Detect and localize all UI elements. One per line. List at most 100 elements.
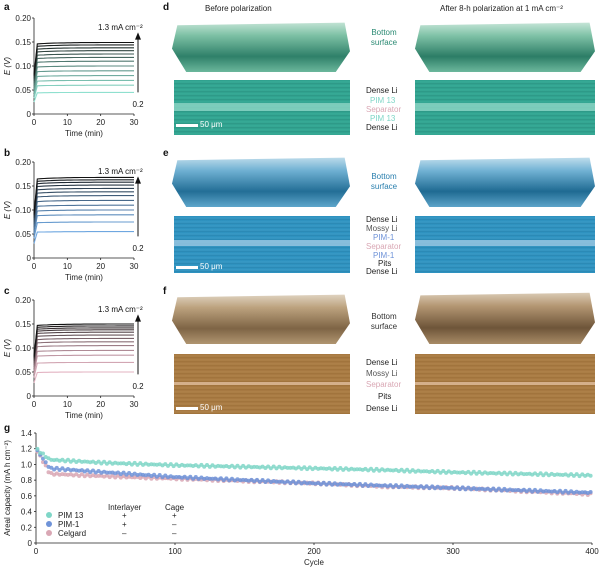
panel-f-before-3d-image <box>172 294 350 344</box>
data-point-pim-13 <box>132 460 137 465</box>
voltage-curve <box>33 209 134 232</box>
legend-pim13-interlayer: + <box>122 511 127 520</box>
data-point-pim-1 <box>410 484 415 489</box>
data-point-pim-13 <box>355 467 360 472</box>
y-tick-label: 1.2 <box>21 445 33 454</box>
data-point-pim-13 <box>205 463 209 467</box>
data-point-pim-13 <box>435 468 440 473</box>
voltage-curve <box>33 176 134 214</box>
panel-c-label: c <box>4 286 10 297</box>
voltage-curve <box>33 84 134 99</box>
panel-e-after-cross-section <box>415 216 595 273</box>
data-point-pim-13 <box>271 464 276 469</box>
current-bottom-label: 0.2 <box>132 382 144 391</box>
data-point-pim-1 <box>357 481 362 486</box>
panel-d-bottom-surface-label: Bottom surface <box>370 28 398 47</box>
y-tick-label: 0 <box>28 539 33 548</box>
legend-item-pim13: PIM 13 <box>46 511 83 520</box>
data-point-pim-13 <box>488 471 493 475</box>
x-tick-label: 200 <box>307 547 321 556</box>
panel-d-annotation-1: Dense Li <box>366 86 398 95</box>
panel-f-annotation-5: Dense Li <box>366 404 398 413</box>
data-point-pim-1 <box>91 468 95 473</box>
y-tick-label: 0.15 <box>15 182 31 191</box>
voltage-curve <box>33 345 134 369</box>
voltage-curve <box>33 325 134 358</box>
panel-e-before-3d-image <box>172 157 350 207</box>
data-point-pim-1 <box>563 488 568 493</box>
data-point-pim-1 <box>274 479 279 484</box>
panel-f-annotation-3: Separator <box>366 380 402 389</box>
panel-f-after-cross-section <box>415 354 595 414</box>
panel-f-annotation-1: Dense Li <box>366 358 398 367</box>
panel-d-annotation-3: Separator <box>366 105 402 114</box>
panel-a-label: a <box>4 2 10 13</box>
y-axis-label: Areal capacity (mA h cm⁻²) <box>3 440 12 536</box>
data-point-pim-1 <box>224 476 229 481</box>
panel-d-after-cross-section <box>415 80 595 135</box>
y-axis-label: E (V) <box>3 57 12 76</box>
legend-celgard-interlayer: – <box>122 529 127 538</box>
y-tick-label: 0.8 <box>21 476 33 485</box>
x-tick-label: 30 <box>130 262 139 271</box>
voltage-curve <box>33 341 134 367</box>
panel-e-label: e <box>163 148 169 159</box>
data-point-pim-1 <box>43 460 48 465</box>
x-tick-label: 10 <box>63 118 72 127</box>
current-top-label: 1.3 mA cm⁻² <box>98 23 143 32</box>
panel-d-scale-bar: 50 μm <box>200 120 223 129</box>
panel-d-annotation-4: PIM 13 <box>370 114 396 123</box>
current-bottom-label: 0.2 <box>132 244 144 253</box>
data-point-pim-13 <box>421 469 426 474</box>
panel-b-label: b <box>4 148 11 159</box>
data-point-pim-13 <box>574 472 579 477</box>
voltage-curve <box>33 179 134 216</box>
y-tick-label: 0 <box>27 254 32 263</box>
y-tick-label: 0.05 <box>15 86 31 95</box>
legend-name-pim1: PIM-1 <box>58 520 80 529</box>
panel-d-label: d <box>163 2 170 13</box>
data-point-pim-13 <box>302 465 307 470</box>
data-point-pim-13 <box>102 459 107 464</box>
panel-e-annotation-1: Dense Li <box>366 215 398 224</box>
legend-item-celgard: Celgard <box>46 529 86 538</box>
column-title-before: Before polarization <box>205 4 272 13</box>
data-point-pim-13 <box>199 462 204 467</box>
x-tick-label: 0 <box>34 547 39 556</box>
current-arrow-head <box>135 314 141 322</box>
current-arrow-head <box>135 32 141 40</box>
panel-e-annotation-4: Separator <box>366 242 402 251</box>
data-point-pim-1 <box>60 466 65 471</box>
voltage-curve <box>33 354 134 374</box>
panel-e-annotation-2: Mossy Li <box>366 224 398 233</box>
data-point-pim-13 <box>252 464 257 469</box>
x-axis-label: Time (min) <box>65 129 103 138</box>
data-point-pim-1 <box>157 473 162 477</box>
voltage-curve <box>33 65 134 88</box>
voltage-curve <box>33 337 134 365</box>
panel-e-annotation-6: Pits <box>378 259 392 268</box>
panel-e-bottom-surface-label: Bottom surface <box>370 172 398 191</box>
x-tick-label: 0 <box>32 400 37 409</box>
data-point-pim-1 <box>260 478 265 482</box>
current-bottom-label: 0.2 <box>132 100 144 109</box>
y-tick-label: 0.20 <box>15 14 31 23</box>
panel-f-after-3d-image <box>415 292 595 344</box>
data-point-pim-1 <box>344 482 348 487</box>
voltage-curve <box>33 47 134 78</box>
x-tick-label: 400 <box>585 547 599 556</box>
data-point-pim-13 <box>471 469 476 474</box>
panel-d-after-3d-image <box>415 22 595 72</box>
voltage-curve <box>33 56 134 83</box>
voltage-curve <box>33 349 134 371</box>
data-point-pim-13 <box>338 466 343 470</box>
data-point-pim-1 <box>424 484 429 489</box>
data-point-pim-13 <box>441 469 446 473</box>
y-tick-label: 0.20 <box>15 296 31 305</box>
panel-f-annotation-2: Mossy Li <box>366 369 398 378</box>
data-point-pim-1 <box>327 480 332 485</box>
data-point-pim-1 <box>152 472 157 477</box>
panel-e-scale-bar: 50 μm <box>200 262 223 271</box>
data-point-pim-13 <box>508 470 512 475</box>
data-point-pim-1 <box>193 475 198 479</box>
